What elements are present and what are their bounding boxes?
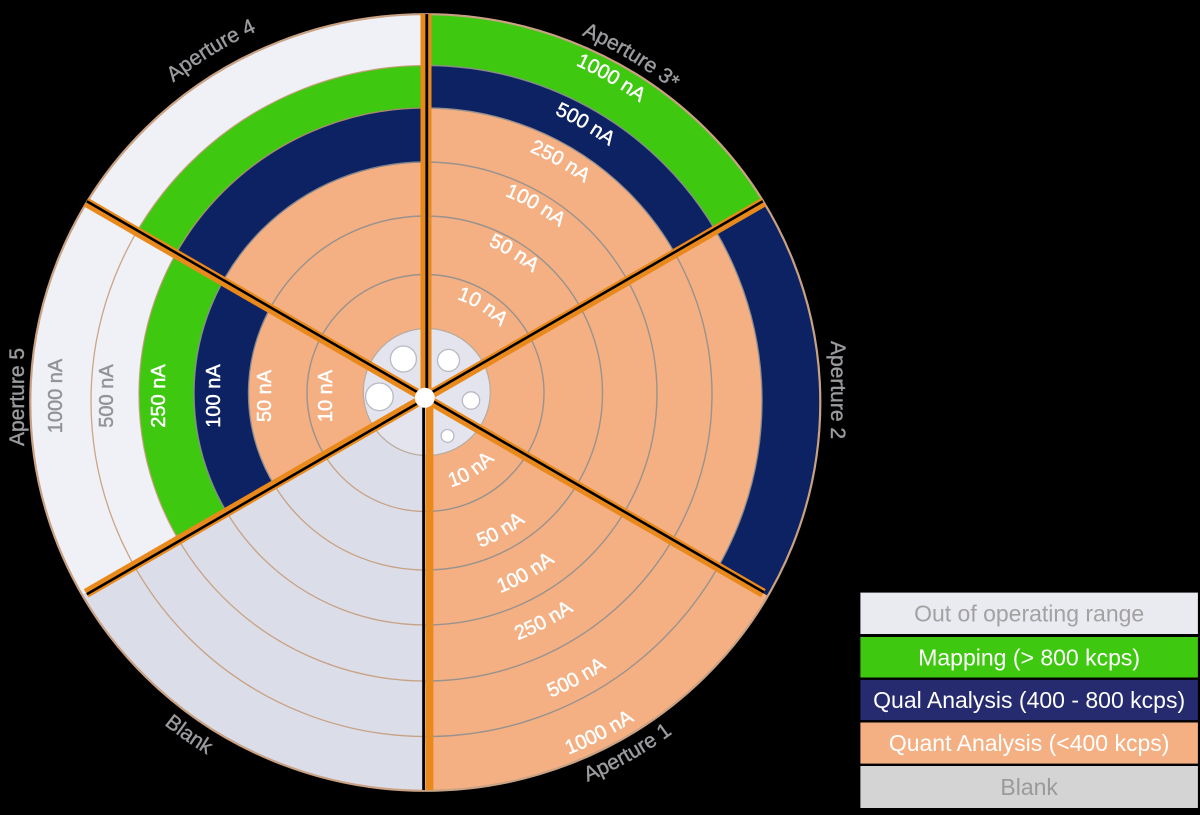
svg-text:Qual Analysis (400 - 800 kcps): Qual Analysis (400 - 800 kcps) — [873, 687, 1185, 713]
svg-text:500 nA: 500 nA — [96, 364, 118, 428]
svg-text:Out of operating range: Out of operating range — [914, 600, 1144, 626]
svg-text:250 nA: 250 nA — [148, 364, 170, 428]
svg-text:1000 nA: 1000 nA — [45, 358, 67, 433]
svg-text:100 nA: 100 nA — [203, 364, 225, 428]
svg-text:Quant Analysis (<400 kcps): Quant Analysis (<400 kcps) — [889, 730, 1170, 756]
svg-text:50 nA: 50 nA — [254, 369, 276, 422]
svg-text:Blank: Blank — [1000, 774, 1058, 800]
svg-text:Aperture 5: Aperture 5 — [6, 348, 29, 446]
svg-text:10 nA: 10 nA — [315, 369, 337, 422]
svg-text:Mapping (> 800 kcps): Mapping (> 800 kcps) — [918, 644, 1140, 670]
svg-text:Aperture 2: Aperture 2 — [826, 341, 849, 439]
